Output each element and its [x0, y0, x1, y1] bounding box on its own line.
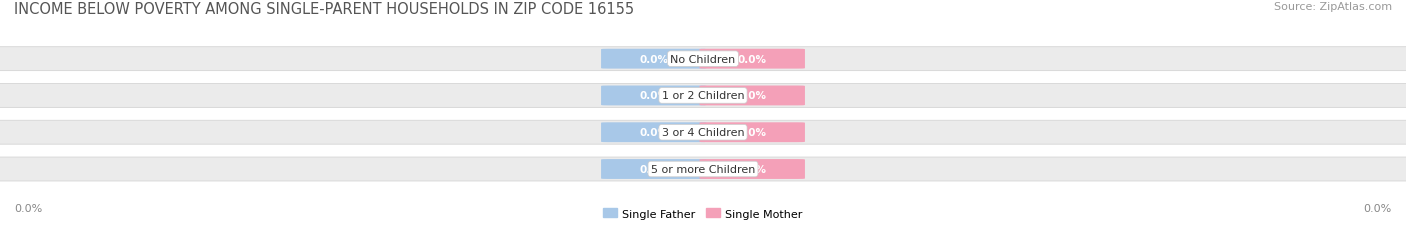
FancyBboxPatch shape	[602, 159, 707, 179]
FancyBboxPatch shape	[602, 49, 707, 69]
FancyBboxPatch shape	[0, 84, 1406, 108]
FancyBboxPatch shape	[602, 86, 707, 106]
Text: 0.0%: 0.0%	[738, 91, 766, 101]
FancyBboxPatch shape	[0, 121, 1406, 145]
Text: 3 or 4 Children: 3 or 4 Children	[662, 128, 744, 138]
Text: 0.0%: 0.0%	[738, 128, 766, 138]
Text: 0.0%: 0.0%	[738, 164, 766, 174]
Text: 0.0%: 0.0%	[640, 91, 668, 101]
FancyBboxPatch shape	[700, 159, 804, 179]
FancyBboxPatch shape	[0, 48, 1406, 71]
Text: 0.0%: 0.0%	[1364, 203, 1392, 213]
Text: 0.0%: 0.0%	[640, 55, 668, 64]
Text: 0.0%: 0.0%	[738, 55, 766, 64]
FancyBboxPatch shape	[0, 157, 1406, 181]
FancyBboxPatch shape	[700, 86, 804, 106]
FancyBboxPatch shape	[602, 123, 707, 143]
Text: 0.0%: 0.0%	[640, 164, 668, 174]
Text: 0.0%: 0.0%	[14, 203, 42, 213]
FancyBboxPatch shape	[700, 49, 804, 69]
FancyBboxPatch shape	[700, 123, 804, 143]
Text: 5 or more Children: 5 or more Children	[651, 164, 755, 174]
Text: INCOME BELOW POVERTY AMONG SINGLE-PARENT HOUSEHOLDS IN ZIP CODE 16155: INCOME BELOW POVERTY AMONG SINGLE-PARENT…	[14, 2, 634, 17]
Text: 1 or 2 Children: 1 or 2 Children	[662, 91, 744, 101]
Text: 0.0%: 0.0%	[640, 128, 668, 138]
Text: No Children: No Children	[671, 55, 735, 64]
Text: Source: ZipAtlas.com: Source: ZipAtlas.com	[1274, 2, 1392, 12]
Legend: Single Father, Single Mother: Single Father, Single Mother	[599, 204, 807, 223]
